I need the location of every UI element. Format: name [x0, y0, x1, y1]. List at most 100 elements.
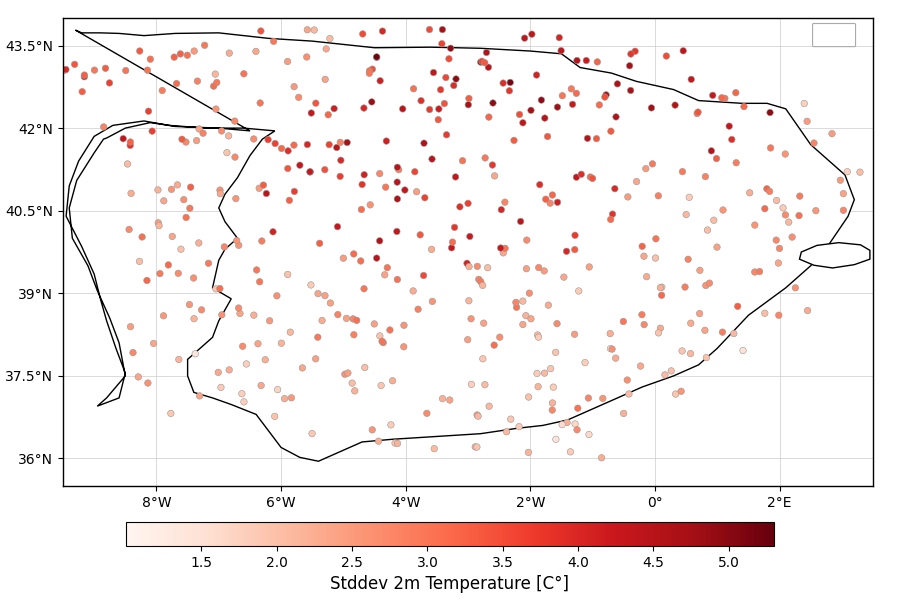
Point [357, 170, 372, 179]
Point [439, 130, 454, 140]
Point [748, 267, 762, 277]
Point [472, 275, 486, 284]
Point [675, 346, 689, 356]
Point [377, 270, 392, 280]
Point [788, 283, 803, 293]
Point [214, 310, 229, 320]
Point [362, 68, 376, 78]
Point [763, 108, 778, 118]
Point [230, 236, 244, 245]
Point [608, 112, 623, 122]
Point [75, 87, 89, 97]
Point [769, 235, 783, 245]
Point [682, 193, 697, 202]
Point [363, 200, 377, 209]
Point [836, 205, 850, 215]
Point [468, 442, 482, 452]
Point [422, 105, 436, 115]
Point [629, 177, 643, 187]
Point [187, 46, 202, 56]
Point [318, 165, 332, 175]
Point [131, 372, 146, 382]
Point [354, 256, 368, 266]
Point [481, 263, 495, 272]
Point [390, 227, 404, 236]
Point [537, 266, 552, 276]
Point [96, 122, 111, 132]
Point [538, 194, 553, 204]
Point [476, 354, 491, 364]
Point [132, 46, 147, 56]
Point [411, 304, 426, 314]
Point [355, 179, 369, 189]
Point [537, 368, 552, 378]
Point [373, 169, 387, 178]
Point [222, 365, 237, 374]
Point [174, 244, 188, 254]
Point [346, 314, 360, 323]
Point [165, 185, 179, 194]
Point [603, 329, 617, 338]
Point [736, 346, 751, 355]
Point [585, 173, 599, 183]
Point [797, 98, 812, 108]
Point [532, 263, 546, 272]
Point [140, 275, 154, 285]
Point [530, 330, 544, 340]
Point [603, 344, 617, 353]
Point [567, 329, 581, 339]
Point [77, 72, 92, 82]
Point [580, 134, 595, 143]
Point [640, 272, 654, 281]
Point [565, 100, 580, 109]
Point [391, 194, 405, 204]
Point [507, 136, 521, 145]
Point [652, 328, 666, 338]
Point [793, 191, 807, 201]
Point [437, 99, 452, 109]
Point [270, 291, 284, 301]
Point [151, 185, 166, 195]
Point [418, 193, 432, 203]
Point [180, 50, 194, 60]
Point [521, 392, 535, 402]
Point [559, 247, 573, 256]
Point [659, 51, 673, 61]
Point [295, 363, 310, 373]
Point [447, 223, 462, 232]
Point [333, 137, 347, 147]
Point [337, 253, 351, 263]
Point [485, 160, 500, 170]
Point [155, 86, 169, 95]
Point [482, 112, 496, 122]
Point [610, 79, 625, 89]
Point [778, 210, 793, 220]
Point [598, 92, 612, 102]
Point [530, 368, 544, 378]
Point [676, 46, 690, 56]
Point [572, 286, 586, 296]
Point [492, 332, 507, 342]
Point [370, 53, 384, 62]
Point [758, 308, 772, 318]
Point [606, 209, 620, 219]
Point [319, 44, 333, 53]
Point [653, 323, 668, 333]
Point [664, 366, 679, 376]
Point [568, 245, 582, 254]
Point [693, 266, 707, 275]
Point [214, 383, 229, 392]
Point [346, 330, 361, 340]
Point [668, 100, 682, 110]
Point [209, 284, 223, 293]
Point [716, 328, 730, 337]
Point [502, 86, 517, 95]
Point [340, 138, 355, 148]
Point [392, 165, 406, 175]
Point [310, 289, 325, 298]
Point [545, 405, 560, 415]
Point [533, 180, 547, 190]
Point [385, 376, 400, 386]
Point [537, 113, 552, 123]
Point [496, 78, 510, 88]
